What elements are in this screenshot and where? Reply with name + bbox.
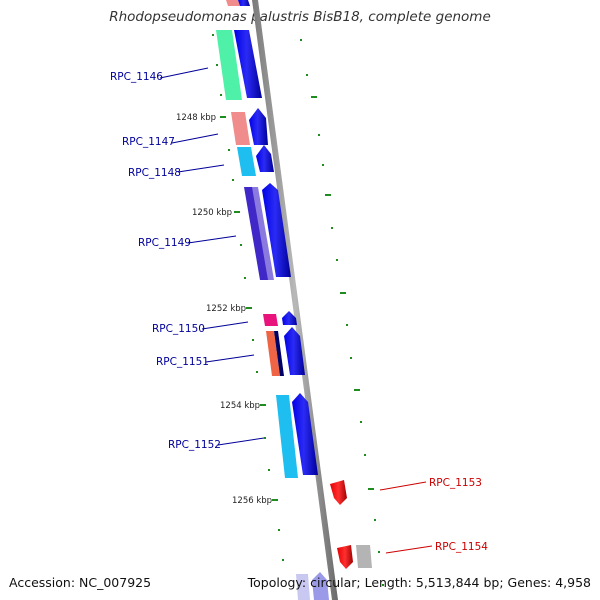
cog-block [356,545,372,568]
cog-block [263,314,278,326]
cog-block [266,331,280,376]
gene-label-RPC_1149[interactable]: RPC_1149 [138,237,191,249]
cog-block [237,147,256,176]
kbp-tick-label: 1252 kbp [206,304,246,314]
gene-arrow-RPC_1151[interactable] [284,327,305,375]
gene-arrow-extra [312,572,329,600]
cog-block [226,0,240,6]
gene-label-RPC_1146[interactable]: RPC_1146 [110,71,163,83]
gene-arrow-RPC_1154[interactable] [337,545,353,569]
cog-track [216,0,372,600]
gene-label-RPC_1148[interactable]: RPC_1148 [128,167,181,179]
cog-block [252,187,274,280]
cog-block [296,574,310,600]
forward-strand-track [234,0,329,600]
kbp-tick-label: 1254 kbp [220,401,260,411]
gene-arrow-RPC_1147[interactable] [249,108,268,145]
label-leaders [159,67,433,554]
kbp-tick-label: 1248 kbp [176,113,216,123]
cog-block [216,30,242,100]
accession-label: Accession: NC_007925 [9,575,152,590]
gene-label-RPC_1150[interactable]: RPC_1150 [152,323,205,335]
genome-backbone [252,0,338,600]
gene-label-RPC_1154[interactable]: RPC_1154 [435,541,488,553]
kbp-tick-label: 1250 kbp [192,208,232,218]
reverse-strand-track [330,480,353,569]
genome-title: Rhodopseudomonas palustris BisB18, compl… [109,9,491,25]
cog-block [274,331,284,376]
gene-label-RPC_1147[interactable]: RPC_1147 [122,136,175,148]
gene-arrow-RPC_1152[interactable] [292,393,318,475]
cog-block [276,395,298,478]
gene-label-RPC_1151[interactable]: RPC_1151 [156,356,209,368]
gene-label-RPC_1153[interactable]: RPC_1153 [429,477,482,489]
gc-skew-track [212,34,384,586]
gene-arrow-RPC_1148[interactable] [256,145,274,172]
gene-arrow-RPC_1146[interactable] [234,30,262,98]
kbp-ruler: 1248 kbp 1250 kbp 1252 kbp 1254 kbp 1256… [176,113,272,506]
gene-labels: RPC_1146 RPC_1147 RPC_1148 RPC_1149 RPC_… [110,71,488,553]
gene-label-RPC_1152[interactable]: RPC_1152 [168,439,221,451]
gene-arrow-RPC_1153[interactable] [330,480,347,505]
gene-arrow-RPC_1149[interactable] [262,183,291,277]
kbp-tick-label: 1256 kbp [232,496,272,506]
cog-block [231,112,250,145]
genome-stats-label: Topology: circular; Length: 5,513,844 bp… [247,575,591,590]
gene-arrow-RPC_1150[interactable] [282,311,297,325]
gene-arrow-RPC_1146[interactable] [238,0,250,6]
